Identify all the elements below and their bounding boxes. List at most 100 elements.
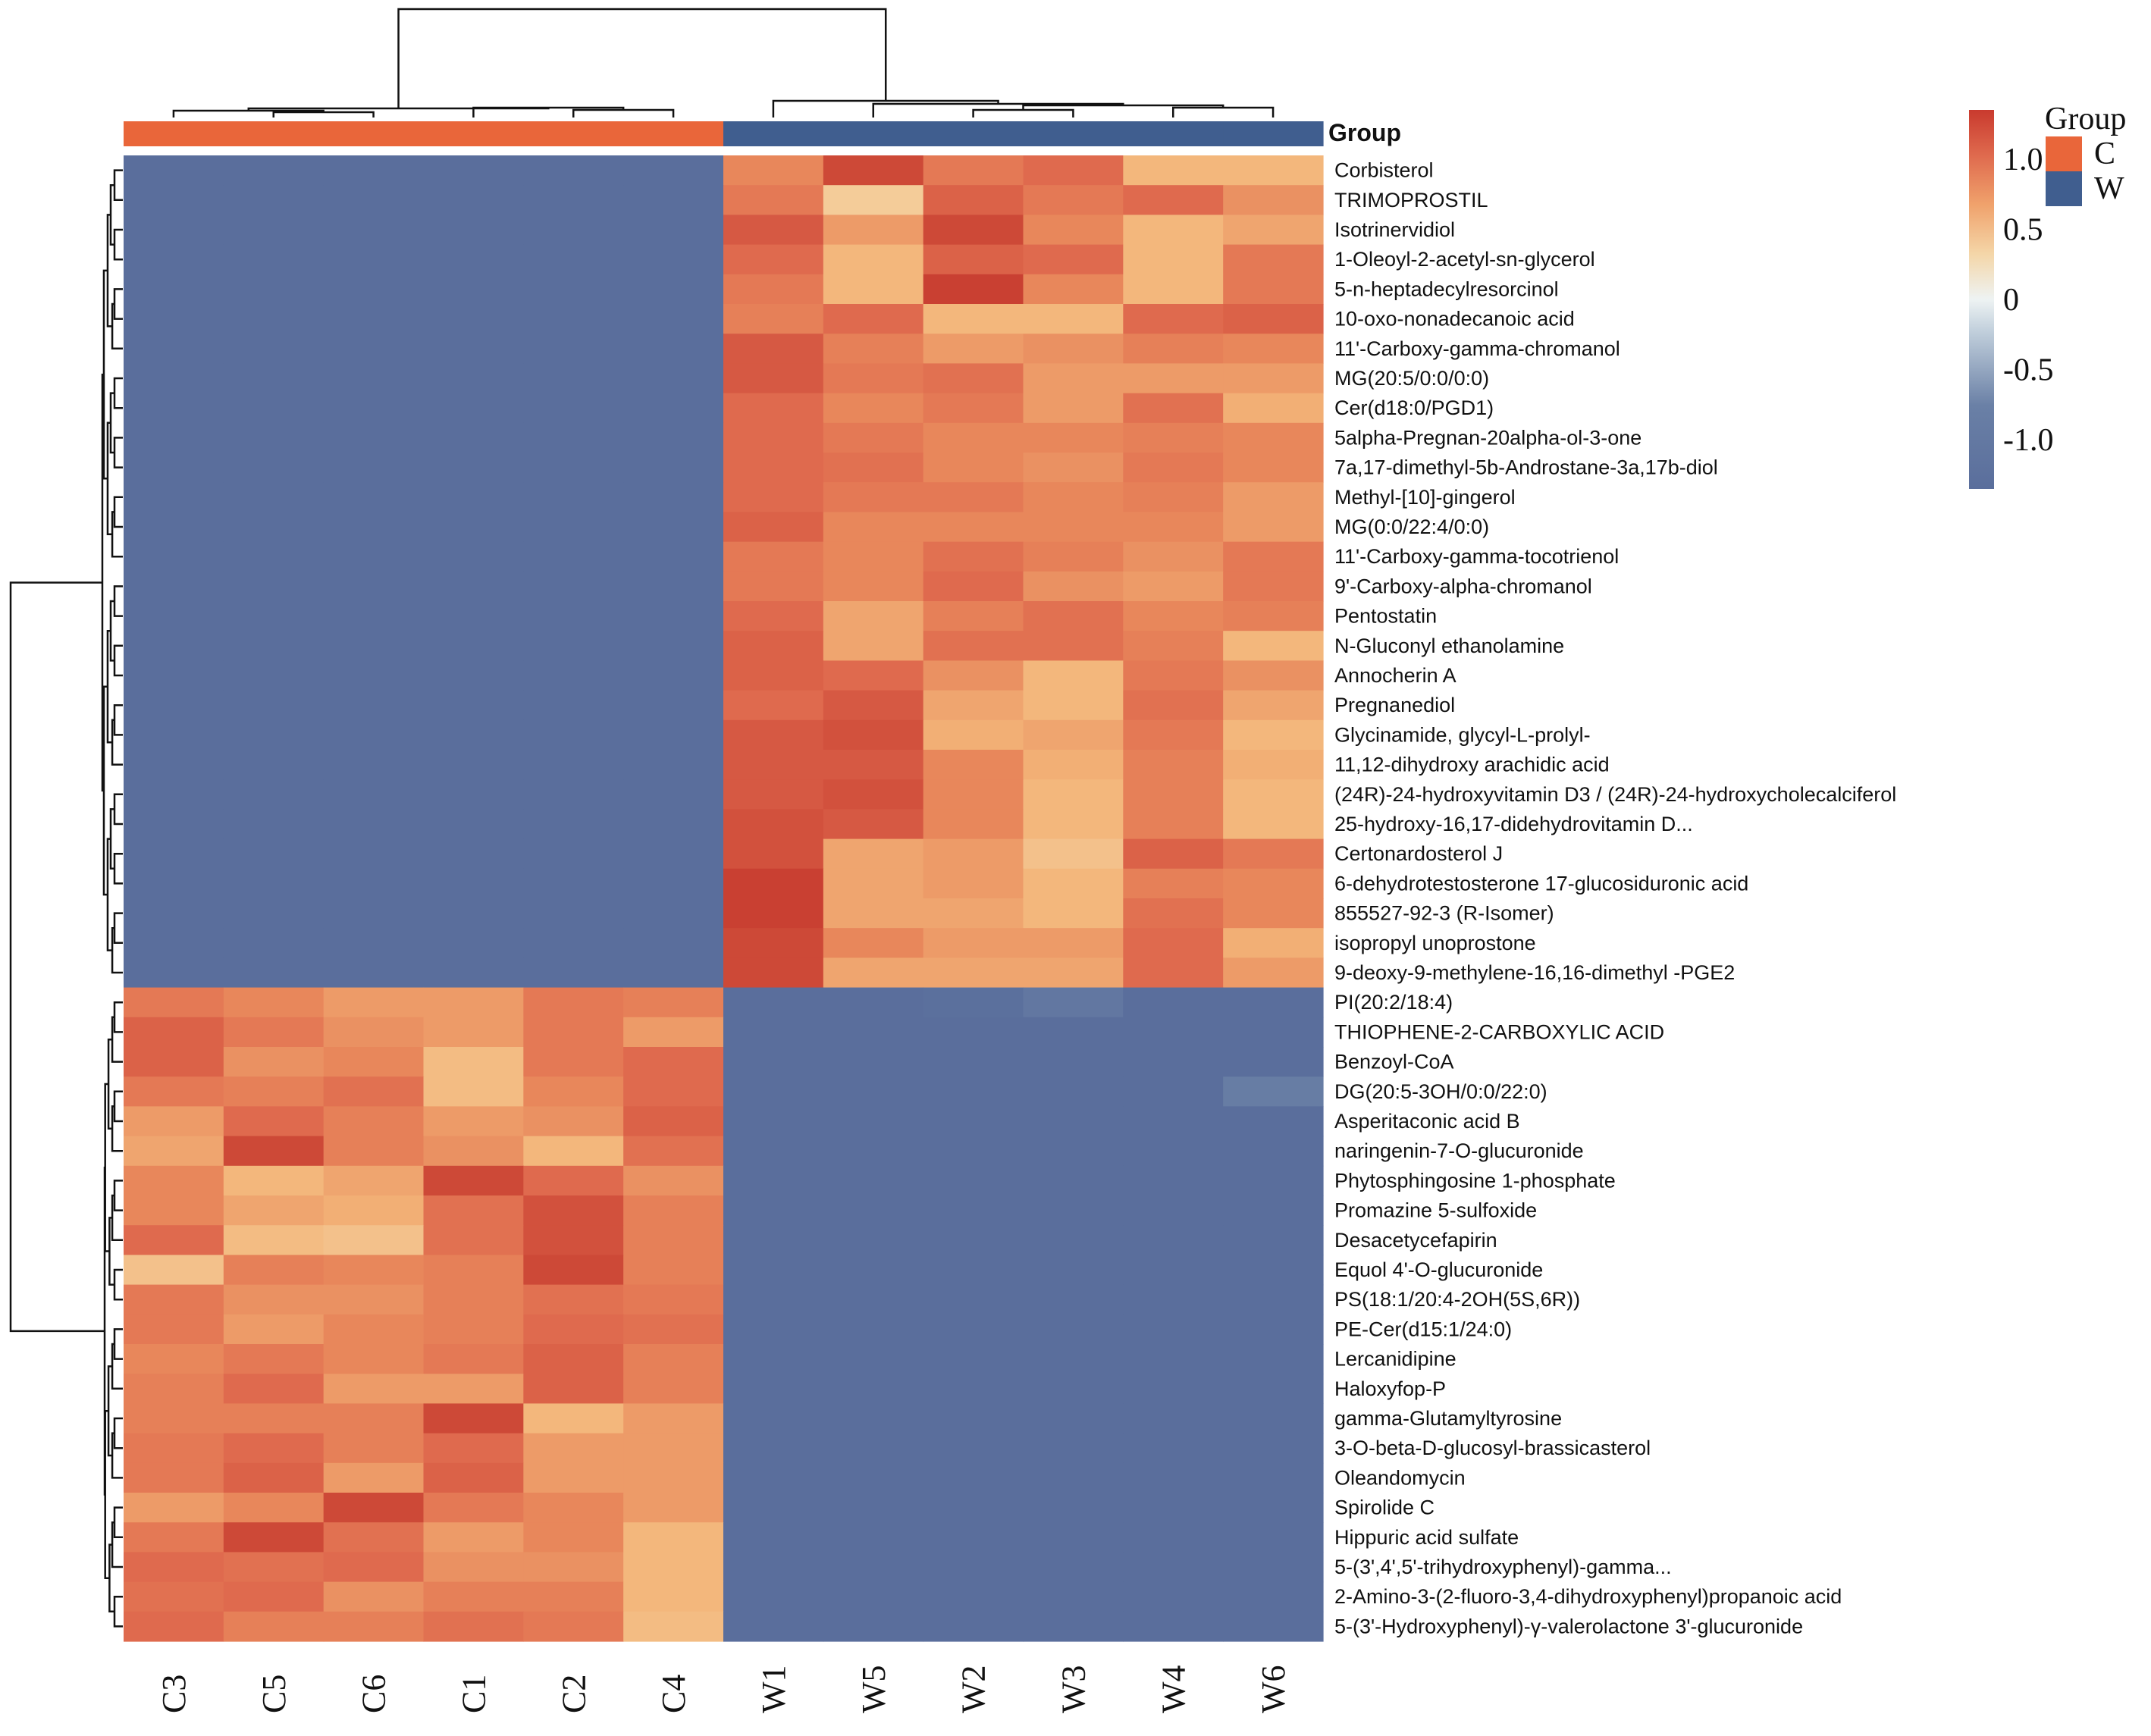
heatmap-cell bbox=[423, 1581, 524, 1612]
dendrogram-branch bbox=[113, 496, 123, 528]
dendrogram-branch bbox=[113, 1506, 123, 1539]
heatmap-cell bbox=[1223, 898, 1324, 929]
heatmap-cell bbox=[823, 1314, 924, 1345]
heatmap-cell bbox=[723, 1076, 824, 1107]
heatmap-cell bbox=[623, 660, 724, 691]
heatmap-cell bbox=[923, 928, 1024, 958]
heatmap-cell bbox=[923, 304, 1024, 334]
row-label: 11,12-dihydroxy arachidic acid bbox=[1334, 754, 1610, 776]
heatmap-cell bbox=[1023, 1017, 1124, 1048]
heatmap-cell bbox=[124, 987, 224, 1018]
heatmap-cell bbox=[323, 1493, 425, 1523]
heatmap-cell bbox=[523, 363, 624, 394]
group-annotation-cell bbox=[1123, 121, 1224, 146]
heatmap-cell bbox=[623, 1076, 724, 1107]
dendrogram-branch bbox=[113, 585, 123, 617]
heatmap-cell bbox=[1223, 1017, 1324, 1048]
heatmap-cell bbox=[1223, 1344, 1324, 1374]
heatmap-cell bbox=[723, 274, 824, 305]
group-legend: Group CW bbox=[2045, 102, 2126, 206]
heatmap-cell bbox=[823, 1462, 924, 1493]
row-label: 6-dehydrotestosterone 17-glucosiduronic … bbox=[1334, 872, 1748, 895]
heatmap-cell bbox=[723, 957, 824, 989]
heatmap-cell bbox=[124, 1047, 224, 1077]
heatmap-cell bbox=[223, 1255, 325, 1286]
heatmap-cell bbox=[823, 1581, 924, 1612]
heatmap-cell bbox=[423, 690, 524, 721]
dendrogram-branch bbox=[113, 793, 123, 826]
heatmap-cell bbox=[423, 453, 524, 483]
heatmap-cell bbox=[1023, 690, 1124, 721]
heatmap-cell bbox=[623, 1403, 724, 1434]
row-label: Pentostatin bbox=[1334, 605, 1437, 628]
heatmap-cell bbox=[923, 1433, 1024, 1464]
heatmap-cell bbox=[523, 334, 624, 364]
heatmap-cell bbox=[323, 601, 425, 631]
heatmap-cell bbox=[723, 779, 824, 810]
heatmap-cell bbox=[723, 1433, 824, 1464]
heatmap-cell bbox=[523, 1225, 624, 1255]
heatmap-cell bbox=[523, 1552, 624, 1583]
heatmap-cell bbox=[1123, 185, 1224, 215]
heatmap-cell bbox=[223, 1284, 325, 1315]
heatmap-cell bbox=[1023, 482, 1124, 512]
heatmap-cell bbox=[1123, 274, 1224, 305]
dendrogram-branch bbox=[113, 1001, 123, 1033]
heatmap-cell bbox=[1123, 1165, 1224, 1196]
heatmap-cell bbox=[823, 1195, 924, 1226]
heatmap-cell bbox=[1223, 1581, 1324, 1612]
heatmap-cell bbox=[623, 512, 724, 543]
heatmap-cell bbox=[523, 304, 624, 334]
heatmap-cell bbox=[1023, 1106, 1124, 1137]
heatmap-cell bbox=[1223, 1522, 1324, 1553]
heatmap-cell bbox=[823, 1136, 924, 1167]
heatmap-cell bbox=[723, 155, 824, 186]
heatmap-cell bbox=[1023, 1076, 1124, 1107]
row-label: Oleandomycin bbox=[1334, 1466, 1466, 1489]
heatmap-cell bbox=[1123, 453, 1224, 483]
heatmap-cell bbox=[523, 690, 624, 721]
heatmap-cell bbox=[1223, 571, 1324, 602]
heatmap-cell bbox=[423, 928, 524, 958]
heatmap-cell bbox=[423, 1047, 524, 1077]
dendrogram-branch bbox=[113, 1090, 123, 1123]
heatmap-cell bbox=[923, 1344, 1024, 1374]
group-annotation-cell bbox=[823, 121, 924, 146]
heatmap-cell bbox=[124, 1225, 224, 1255]
heatmap-cell bbox=[124, 601, 224, 631]
heatmap-cell bbox=[423, 898, 524, 929]
heatmap-cell bbox=[823, 1493, 924, 1523]
heatmap-cell bbox=[523, 185, 624, 215]
heatmap-cell bbox=[423, 660, 524, 691]
heatmap-cell bbox=[1123, 1017, 1224, 1048]
row-label: Cer(d18:0/PGD1) bbox=[1334, 396, 1494, 419]
heatmap-cell bbox=[923, 1314, 1024, 1345]
heatmap-cell bbox=[323, 334, 425, 364]
heatmap-cell bbox=[223, 1076, 325, 1107]
heatmap-cell bbox=[723, 690, 824, 721]
heatmap-cell bbox=[723, 422, 824, 453]
heatmap-cell bbox=[1223, 453, 1324, 483]
heatmap-cell bbox=[1223, 1106, 1324, 1137]
heatmap-cell bbox=[823, 719, 924, 750]
heatmap-cell bbox=[1023, 422, 1124, 453]
row-label: MG(20:5/0:0/0:0) bbox=[1334, 367, 1489, 390]
heatmap-cell bbox=[1123, 215, 1224, 246]
heatmap-cell bbox=[124, 185, 224, 215]
heatmap-cell bbox=[423, 1403, 524, 1434]
row-labels: Corbisterol TRIMOPROSTIL Isotrinervidiol 1-… bbox=[1334, 159, 1896, 1638]
heatmap-cell bbox=[1223, 541, 1324, 572]
column-label: W5 bbox=[855, 1665, 892, 1713]
heatmap-cell bbox=[124, 1165, 224, 1196]
heatmap-cell bbox=[323, 512, 425, 543]
heatmap-cell bbox=[1023, 1344, 1124, 1374]
heatmap-cell bbox=[323, 1106, 425, 1137]
heatmap-cell bbox=[124, 155, 224, 186]
heatmap-cell bbox=[623, 304, 724, 334]
dendrogram-root bbox=[9, 581, 105, 1333]
heatmap-cell bbox=[124, 868, 224, 899]
group-annotation-cell bbox=[124, 121, 224, 146]
column-labels: C3 C5 C6 C1 C2 C4 W1 W5 W2 W3 W4 W6 bbox=[155, 1665, 1292, 1713]
heatmap-cell bbox=[1023, 957, 1124, 989]
heatmap-cell bbox=[1223, 838, 1324, 870]
